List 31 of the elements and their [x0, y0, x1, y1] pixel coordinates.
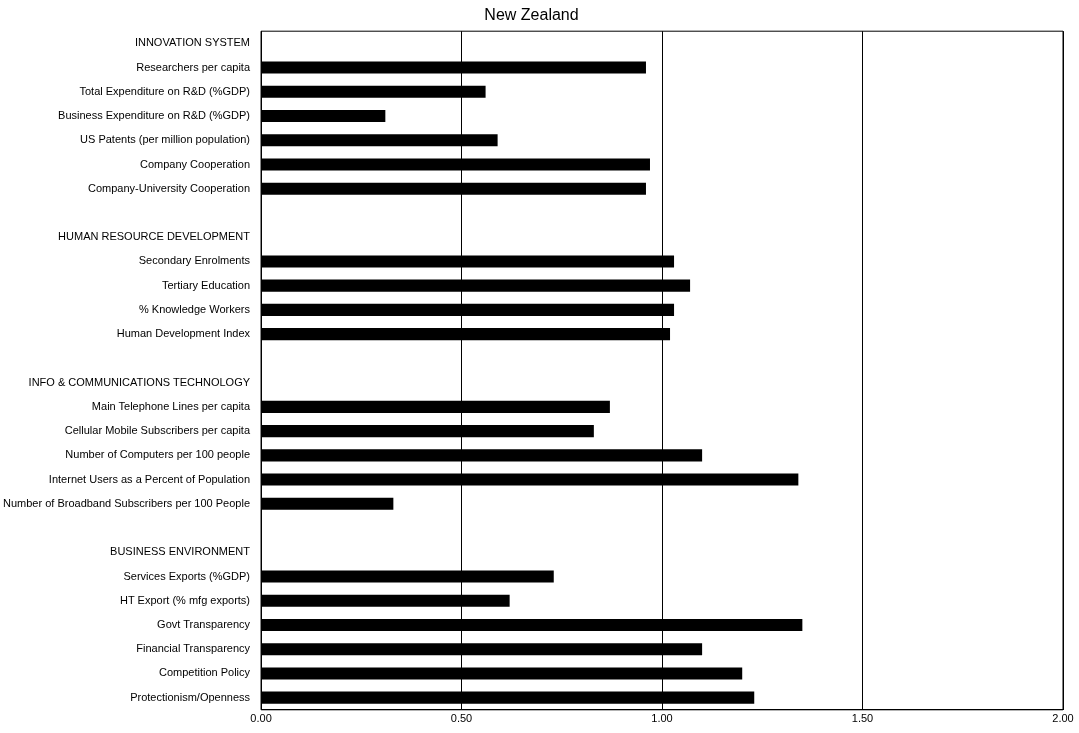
y-tick-label: INFO & COMMUNICATIONS TECHNOLOGY [28, 375, 251, 388]
y-tick-label: Internet Users as a Percent of Population [48, 472, 251, 485]
y-tick-label: Company-University Cooperation [88, 181, 251, 194]
y-tick-label: BUSINESS ENVIRONMENT [110, 545, 251, 558]
y-tick-label: Number of Computers per 100 people [65, 448, 251, 461]
y-tick-label: HT Export (% mfg exports) [120, 593, 251, 606]
y-tick-label: Secondary Enrolments [138, 254, 251, 267]
y-tick-label: US Patents (per million population) [80, 133, 251, 146]
y-tick-label: Company Cooperation [139, 157, 251, 170]
chart-title: New Zealand [484, 6, 579, 24]
y-tick-label: HUMAN RESOURCE DEVELOPMENT [58, 230, 251, 243]
y-tick-label: Business Expenditure on R&D (%GDP) [58, 109, 251, 122]
x-tick-label: 1.50 [851, 712, 874, 725]
y-tick-label: Total Expenditure on R&D (%GDP) [79, 84, 251, 97]
y-tick-label: Tertiary Education [161, 278, 251, 291]
y-tick-label: Protectionism/Openness [130, 690, 251, 703]
x-tick-label: 1.00 [651, 712, 673, 725]
y-tick-label: Services Exports (%GDP) [123, 569, 251, 582]
x-tick-label: 0.50 [450, 712, 473, 725]
y-tick-label: Main Telephone Lines per capita [91, 399, 251, 412]
y-tick-label: Financial Transparency [136, 642, 251, 655]
x-tick-label: 0.00 [250, 712, 272, 725]
y-tick-label: Human Development Index [116, 327, 251, 340]
y-tick-label: Govt Transparency [157, 618, 251, 631]
y-tick-label: INNOVATION SYSTEM [134, 36, 251, 49]
y-tick-label: % Knowledge Workers [138, 302, 251, 315]
y-tick-label: Competition Policy [158, 666, 251, 679]
x-tick-label: 2.00 [1052, 712, 1074, 725]
y-tick-label: Number of Broadband Subscribers per 100 People [2, 496, 251, 509]
y-tick-label: Researchers per capita [136, 60, 251, 73]
y-tick-label: Cellular Mobile Subscribers per capita [64, 424, 251, 437]
